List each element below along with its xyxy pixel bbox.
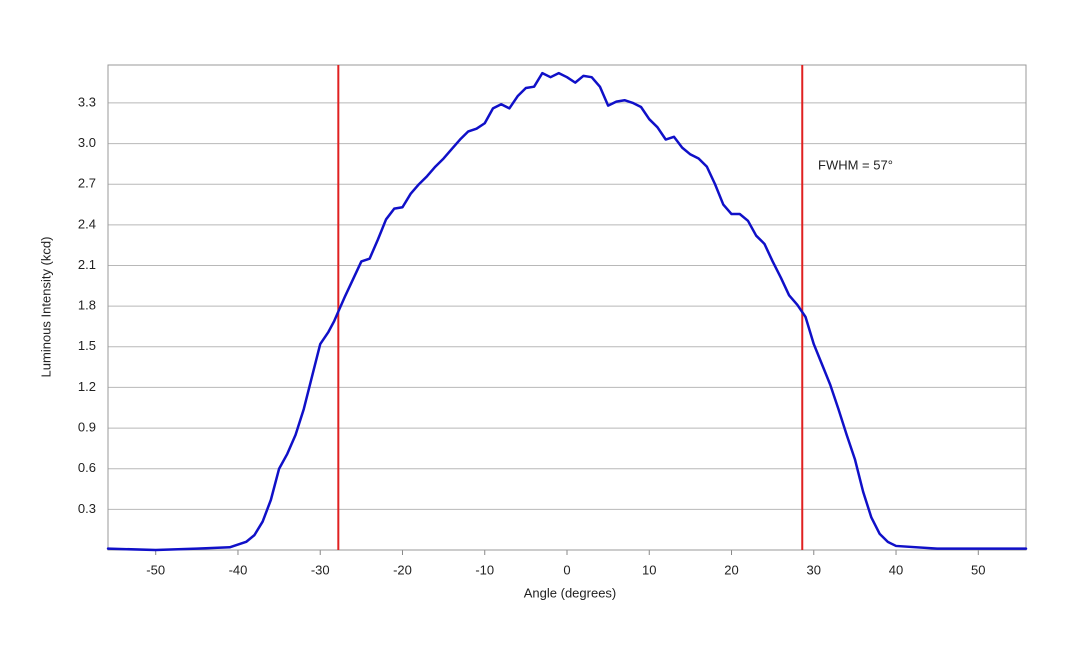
- data-line: [106, 71, 1028, 552]
- x-tick-label: 10: [642, 562, 656, 577]
- x-tick-label: -20: [393, 562, 412, 577]
- y-tick-label: 1.5: [78, 338, 96, 353]
- y-tick-label: 2.1: [78, 257, 96, 272]
- x-tick-label: -40: [229, 562, 248, 577]
- y-tick-label: 1.8: [78, 298, 96, 313]
- x-tick-label: -10: [475, 562, 494, 577]
- y-axis-title: Luminous Intensity (kcd): [38, 237, 53, 378]
- y-tick-label: 0.9: [78, 420, 96, 435]
- y-tick-label: 3.3: [78, 94, 96, 109]
- y-tick-label: 0.6: [78, 460, 96, 475]
- y-tick-label: 2.7: [78, 176, 96, 191]
- x-tick-label: -30: [311, 562, 330, 577]
- y-tick-label: 1.2: [78, 379, 96, 394]
- x-tick-label: 30: [807, 562, 821, 577]
- plot-frame: [107, 64, 1027, 551]
- x-tick-label: 40: [889, 562, 903, 577]
- y-tick-label: 3.0: [78, 135, 96, 150]
- x-tick-label: 50: [971, 562, 985, 577]
- y-tick-label: 2.4: [78, 216, 96, 231]
- x-tick-label: -50: [146, 562, 165, 577]
- x-tick-label: 0: [563, 562, 570, 577]
- annotation: FWHM = 57°: [818, 157, 893, 172]
- y-tick-label: 0.3: [78, 501, 96, 516]
- x-axis-title: Angle (degrees): [524, 585, 617, 600]
- x-tick-label: 20: [724, 562, 738, 577]
